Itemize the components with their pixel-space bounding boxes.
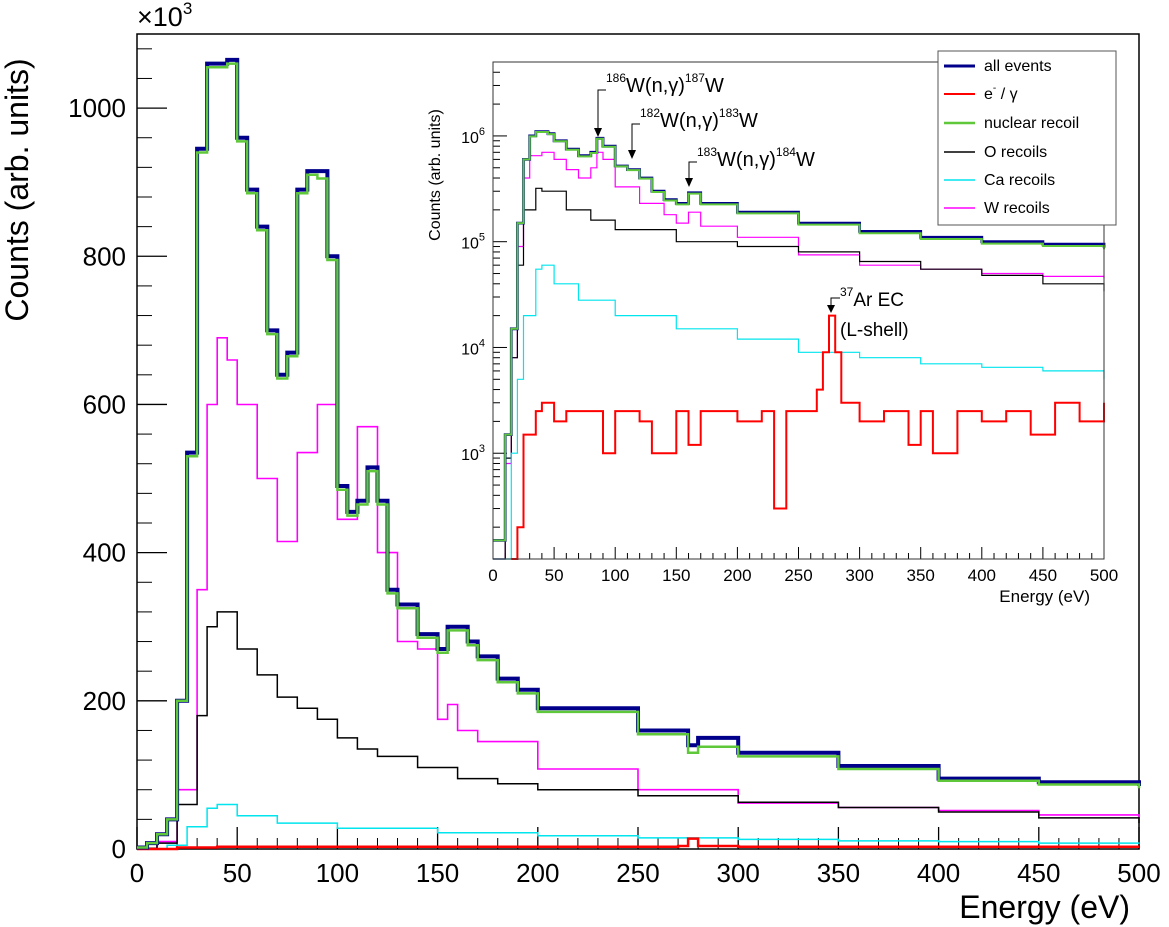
main-series-ca-recoils xyxy=(137,803,1140,850)
inset-y-tick-label: 105 xyxy=(461,232,485,253)
main-axis-ticks: 0 50 100 150 200 250 300 350 400 450 5000200400600… xyxy=(68,48,1161,888)
legend-entry-w-recoils: W recoils xyxy=(944,200,1050,217)
main-series-o-recoils xyxy=(137,611,1140,850)
main-series-e xyxy=(137,837,1139,851)
main-x-tick-label: 450 xyxy=(1017,858,1060,888)
svg-text:186W(n,γ)187W: 186W(n,γ)187W xyxy=(606,71,724,97)
main-x-tick-label: 350 xyxy=(817,858,860,888)
inset-legend: all events e- / γ nuclear recoil O recoi… xyxy=(937,50,1117,226)
inset-plot-frame xyxy=(492,61,1105,560)
main-y-tick-label: 200 xyxy=(83,686,126,716)
main-y-tick-label: 1000 xyxy=(68,93,126,123)
annotation-w183: 183W(n,γ)184W xyxy=(685,145,815,187)
svg-text:O recoils: O recoils xyxy=(984,144,1047,161)
svg-text:183W(n,γ)184W: 183W(n,γ)184W xyxy=(697,145,815,171)
main-x-tick-label: 150 xyxy=(416,858,459,888)
inset-x-tick-label: 100 xyxy=(601,566,629,585)
inset-x-tick-label: 450 xyxy=(1029,566,1057,585)
annotation-w186: 186W(n,γ)187W xyxy=(594,71,724,137)
main-y-tick-label: 800 xyxy=(83,241,126,271)
main-y-axis-label: Counts (arb. units) xyxy=(0,58,35,321)
svg-text:(L-shell): (L-shell) xyxy=(840,320,909,341)
main-y-tick-label: 600 xyxy=(83,389,126,419)
inset-x-tick-label: 50 xyxy=(545,566,564,585)
annotation-ar37: 37Ar EC (L-shell) xyxy=(827,285,909,341)
svg-text:Ca recoils: Ca recoils xyxy=(984,172,1055,189)
main-x-tick-label: 0 xyxy=(130,858,144,888)
inset-x-axis-label: Energy (eV) xyxy=(999,587,1090,606)
main-x-tick-label: 200 xyxy=(516,858,559,888)
main-x-axis-label: Energy (eV) xyxy=(959,889,1130,925)
inset-x-tick-label: 150 xyxy=(662,566,690,585)
legend-entry-electron-gamma: e- / γ xyxy=(944,83,1018,103)
svg-text:nuclear recoil: nuclear recoil xyxy=(984,115,1079,132)
inset-y-tick-label: 106 xyxy=(461,126,485,147)
inset-y-tick-label: 104 xyxy=(461,337,485,358)
legend-entry-o-recoils: O recoils xyxy=(944,144,1047,161)
main-x-tick-label: 100 xyxy=(316,858,359,888)
inset-series-group xyxy=(493,130,1106,560)
annotation-w182: 182W(n,γ)183W xyxy=(628,106,758,159)
inset-series-e xyxy=(511,314,1105,560)
legend-entry-nuclear-recoil: nuclear recoil xyxy=(944,115,1079,132)
main-series-w-recoils xyxy=(137,337,1140,850)
inset-y-tick-label: 103 xyxy=(461,443,485,464)
inset-x-tick-label: 200 xyxy=(723,566,751,585)
main-series-nuclear-recoil xyxy=(137,62,1141,849)
inset-series-nuclear-recoil xyxy=(493,131,1105,542)
svg-text:W recoils: W recoils xyxy=(984,200,1050,217)
main-series-group xyxy=(137,57,1141,851)
main-x-tick-label: 400 xyxy=(917,858,960,888)
main-x-tick-label: 300 xyxy=(717,858,760,888)
svg-text:e- / γ: e- / γ xyxy=(984,83,1018,103)
inset-x-tick-label: 300 xyxy=(845,566,873,585)
inset-x-tick-label: 250 xyxy=(784,566,812,585)
main-x-tick-label: 500 xyxy=(1117,858,1160,888)
main-y-tick-label: 400 xyxy=(83,538,126,568)
legend-entry-all-events: all events xyxy=(944,58,1052,75)
main-x-tick-label: 250 xyxy=(616,858,659,888)
inset-series-ca-recoils xyxy=(493,264,1105,560)
inset-x-tick-label: 500 xyxy=(1090,566,1118,585)
inset-x-tick-label: 400 xyxy=(968,566,996,585)
svg-text:37Ar EC: 37Ar EC xyxy=(840,285,904,311)
inset-x-tick-label: 0 xyxy=(488,566,497,585)
main-y-multiplier: ×103 xyxy=(137,0,192,32)
main-y-tick-label: 0 xyxy=(112,834,126,864)
inset-x-tick-label: 350 xyxy=(907,566,935,585)
inset-y-axis-label: Counts (arb. units) xyxy=(427,109,444,241)
main-x-tick-label: 50 xyxy=(223,858,252,888)
svg-text:182W(n,γ)183W: 182W(n,γ)183W xyxy=(640,106,758,132)
svg-text:all events: all events xyxy=(984,58,1052,75)
legend-entry-ca-recoils: Ca recoils xyxy=(944,172,1055,189)
